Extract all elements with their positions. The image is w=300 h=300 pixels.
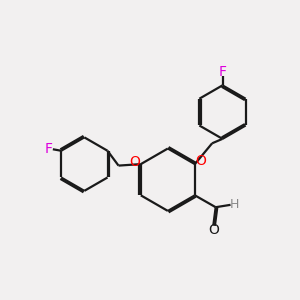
Text: H: H [230, 198, 239, 211]
Text: O: O [195, 154, 206, 168]
Text: F: F [218, 65, 226, 79]
Text: O: O [129, 155, 140, 169]
Text: F: F [44, 142, 52, 156]
Text: O: O [208, 223, 219, 236]
